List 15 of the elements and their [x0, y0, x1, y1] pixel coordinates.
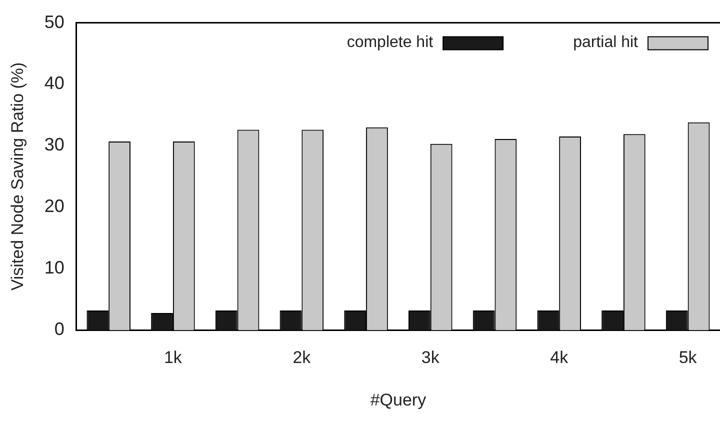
x-tick-label: 5k	[678, 348, 698, 368]
y-tick-label: 40	[44, 73, 64, 94]
y-axis-title: Visited Node Saving Ratio (%)	[8, 62, 27, 291]
y-tick-label: 20	[44, 196, 64, 216]
legend-label: partial hit	[573, 34, 639, 52]
y-tick-label: 50	[44, 12, 64, 32]
x-tick-label: 2k	[292, 348, 312, 368]
x-tick-label: 4k	[550, 348, 569, 368]
legend-label: complete hit	[346, 34, 434, 52]
y-tick-label: 30	[44, 134, 64, 155]
x-axis-title: #Query	[370, 390, 427, 410]
y-tick-label: 10	[44, 258, 64, 278]
y-tick-label: 0	[54, 319, 64, 340]
x-tick-label: 3k	[421, 348, 440, 368]
x-tick-label: 1k	[164, 348, 182, 368]
